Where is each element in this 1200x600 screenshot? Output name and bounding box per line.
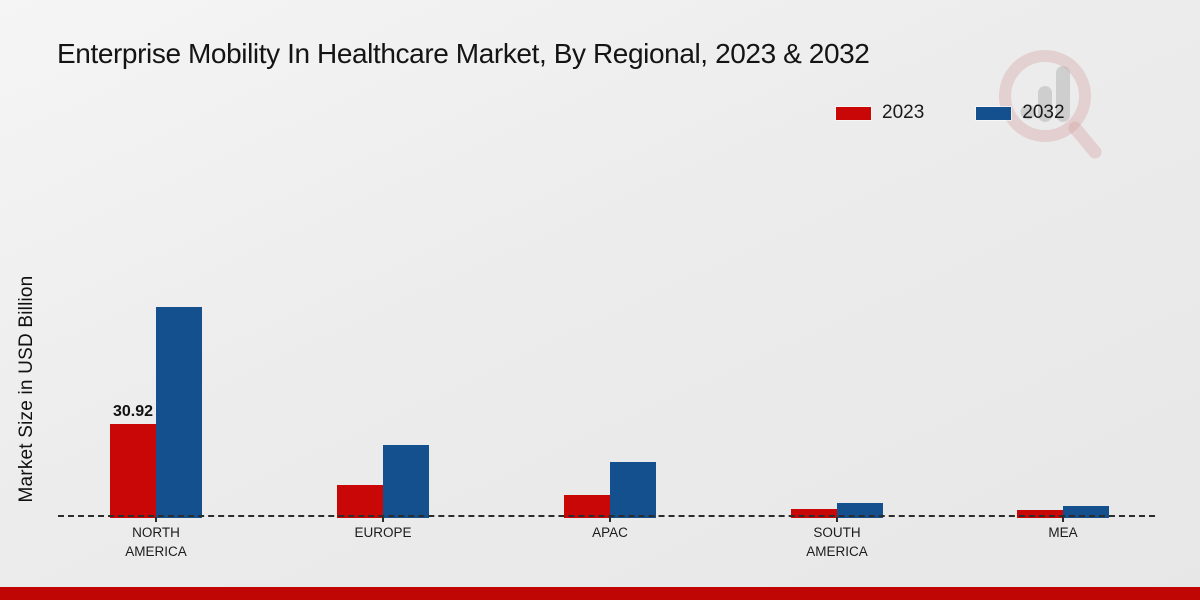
legend: 2023 2032 — [836, 102, 1065, 124]
x-axis-tick-north-america — [155, 517, 157, 522]
x-axis-label-mea: MEA — [1048, 525, 1078, 540]
watermark-magnifier-ring — [999, 50, 1091, 142]
watermark-magnifier-handle — [1068, 121, 1102, 159]
chart-title: Enterprise Mobility In Healthcare Market… — [57, 38, 870, 69]
x-axis-tick-south-america — [836, 517, 838, 522]
x-axis-baseline — [58, 515, 1155, 517]
watermark-dot — [1020, 104, 1036, 120]
legend-swatch-2023 — [836, 106, 871, 120]
bar-2023-mea — [1017, 510, 1063, 518]
bar-2023-apac — [564, 495, 610, 518]
bar-2023-europe — [337, 485, 383, 518]
legend-label-2032: 2032 — [1022, 102, 1065, 123]
legend-swatch-2032 — [976, 106, 1012, 120]
legend-item-2023: 2023 — [836, 102, 924, 124]
bar-2032-north-america — [156, 307, 202, 518]
data-label-2023-north-america: 30.92 — [112, 403, 154, 420]
bar-2032-apac — [610, 462, 656, 518]
x-axis-tick-europe — [382, 517, 384, 522]
legend-item-2032: 2032 — [976, 102, 1065, 124]
y-axis-label: Market Size in USD Billion — [16, 275, 37, 503]
watermark-bar-tall — [1056, 66, 1070, 122]
market-research-future-watermark-logo — [999, 50, 1102, 159]
bar-2032-south-america — [837, 503, 883, 518]
x-axis-label-europe: EUROPE — [354, 525, 412, 540]
x-axis-tick-apac — [609, 517, 611, 522]
bar-2023-south-america — [791, 509, 837, 518]
bar-2023-north-america — [110, 424, 156, 518]
footer-accent-bar — [0, 587, 1200, 600]
x-axis-tick-mea — [1062, 517, 1064, 522]
x-axis-label-apac: APAC — [592, 525, 628, 540]
x-axis-label-north-america: NORTH AMERICA — [125, 525, 187, 559]
watermark-bar-small — [1038, 86, 1052, 122]
x-axis-label-south-america: SOUTH AMERICA — [806, 525, 868, 559]
bar-2032-europe — [383, 445, 429, 518]
legend-label-2023: 2023 — [882, 102, 925, 123]
